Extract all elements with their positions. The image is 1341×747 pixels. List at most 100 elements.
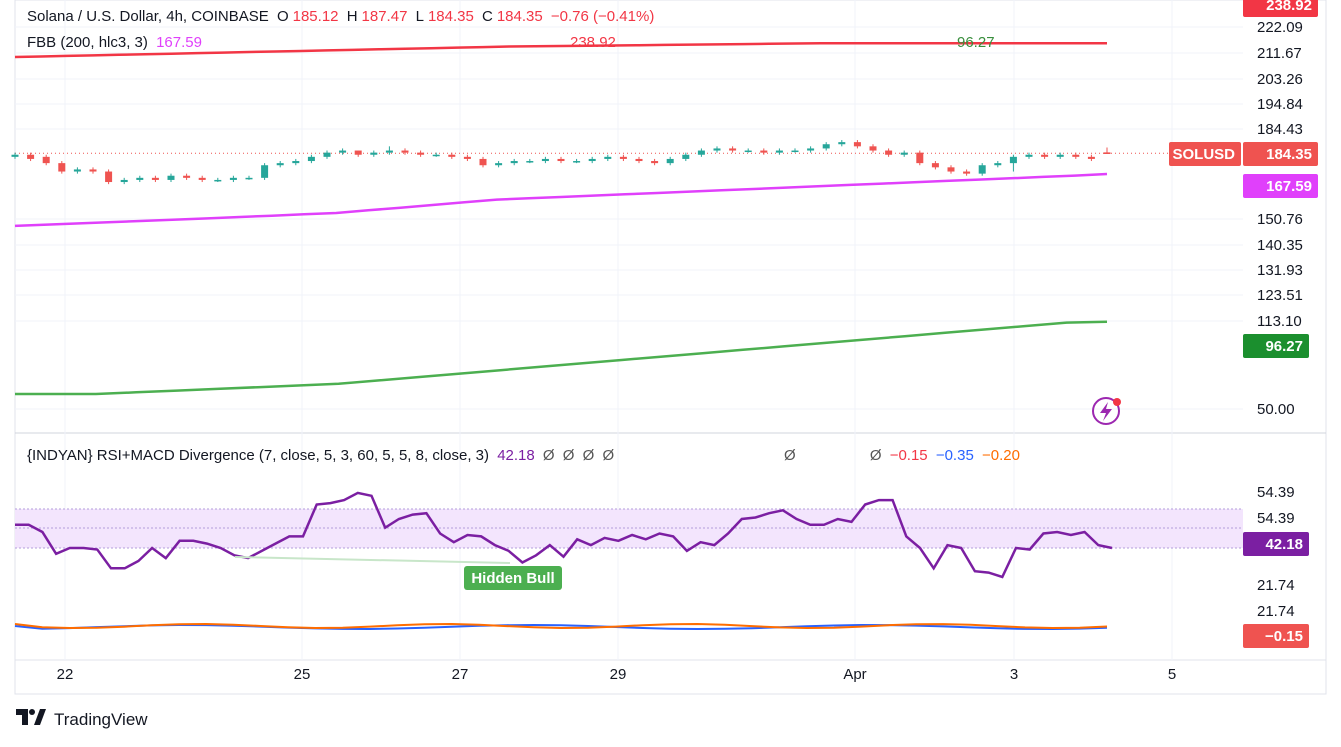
candle-body — [697, 150, 705, 155]
candle-body — [791, 150, 799, 153]
candle-body — [11, 154, 19, 157]
candle-body — [183, 175, 191, 178]
upper-band-tag: 238.92 — [1243, 0, 1318, 17]
candle-body — [323, 152, 331, 157]
candle-body — [1087, 156, 1095, 159]
rsi-tag: 42.18 — [1243, 532, 1309, 556]
signal-line — [14, 622, 1108, 630]
marker: Ø — [562, 447, 575, 464]
time-axis-label: 25 — [294, 666, 311, 683]
signal-value: −0.35 — [935, 447, 974, 464]
candle-body — [978, 165, 986, 174]
symbol-title[interactable]: Solana / U.S. Dollar, 4h, COINBASE — [27, 8, 269, 25]
candle-body — [385, 150, 393, 153]
time-axis-label: 3 — [1010, 666, 1018, 683]
hist-value: −0.20 — [981, 447, 1020, 464]
candle-body — [339, 150, 347, 153]
candle-body — [245, 177, 253, 180]
low-value: 184.35 — [427, 8, 474, 25]
indicator-legend: {INDYAN} RSI+MACD Divergence (7, close, … — [27, 447, 618, 464]
candle-body — [744, 150, 752, 153]
macd-tag-text: −0.15 — [1265, 628, 1303, 645]
chart-frame — [14, 0, 1327, 695]
hidden-bull-label: Hidden Bull — [464, 566, 562, 590]
candle-body — [432, 154, 440, 157]
candle-body — [573, 161, 581, 163]
candle-body — [557, 158, 565, 162]
candle-body — [666, 158, 674, 164]
candle-body — [651, 161, 659, 164]
basis-tag-bg — [1243, 174, 1318, 198]
candle-body — [994, 163, 1002, 166]
rsi-tag-bg — [1243, 532, 1309, 556]
macd-lines — [14, 622, 1108, 631]
price-tags: 238.92 SOLUSD 184.35 167.59 96.27 42.18 −0.15 — [1169, 0, 1318, 648]
candle-body — [541, 158, 549, 162]
price-axis-label: 184.43 — [1257, 121, 1303, 138]
symbol-tag-bg — [1169, 142, 1241, 166]
lower-band-tag: 96.27 — [1243, 334, 1309, 358]
candle-body — [89, 169, 97, 172]
candle-body — [1041, 154, 1049, 157]
price-tag: 184.35 — [1243, 142, 1318, 166]
open-value: 185.12 — [292, 8, 339, 25]
high-value: 187.47 — [361, 8, 408, 25]
candle-body — [198, 177, 206, 180]
candle-body — [151, 177, 159, 180]
grid-lines — [14, 0, 1327, 695]
tradingview-logo-icon — [16, 709, 46, 730]
candle-body — [900, 152, 908, 155]
indicator-label[interactable]: {INDYAN} RSI+MACD Divergence (7, close, … — [27, 447, 490, 464]
candle-body — [931, 163, 939, 168]
tradingview-brand[interactable]: TradingView — [16, 709, 148, 730]
candle-body — [167, 175, 175, 180]
time-axis-label: 22 — [57, 666, 74, 683]
candle-body — [807, 148, 815, 151]
candle-body — [73, 169, 81, 172]
candles — [11, 140, 1111, 185]
candle-body — [417, 152, 425, 155]
time-axis-label: 27 — [452, 666, 469, 683]
time-axis-label: Apr — [843, 666, 866, 683]
fbb-label[interactable]: FBB (200, hlc3, 3) — [27, 34, 148, 51]
candle-body — [1103, 152, 1111, 154]
candle-body — [136, 177, 144, 180]
candle-body — [869, 146, 877, 151]
fbb-legend: FBB (200, hlc3, 3) 167.59 — [27, 34, 206, 51]
candle-body — [1025, 154, 1033, 157]
candle-body — [822, 144, 830, 149]
fbb-value: 167.59 — [156, 34, 202, 51]
candle-body — [292, 161, 300, 164]
candle-body — [729, 148, 737, 151]
macd-value: −0.15 — [889, 447, 928, 464]
candle-body — [510, 161, 518, 164]
macd-tag-bg — [1243, 624, 1309, 648]
price-axis-label: 222.09 — [1257, 19, 1303, 36]
candle-body — [588, 158, 596, 162]
candle-body — [713, 148, 721, 151]
axes: 222.09 211.67 203.26 194.84 184.43 150.76 140.… — [57, 19, 1303, 683]
candle-body — [947, 167, 955, 172]
candle-body — [495, 163, 503, 166]
price-axis-label: 50.00 — [1257, 401, 1295, 418]
symbol-tag: SOLUSD — [1169, 142, 1241, 166]
candle-body — [760, 150, 768, 153]
high-label: H — [346, 8, 358, 25]
candle-body — [838, 142, 846, 145]
divergence-line — [234, 556, 511, 564]
candle-body — [463, 156, 471, 159]
time-axis-label: 5 — [1168, 666, 1176, 683]
candle-body — [105, 171, 113, 183]
candle-body — [916, 152, 924, 164]
candle-body — [619, 156, 627, 159]
fbb-bands — [14, 42, 1243, 396]
candle-body — [261, 165, 269, 178]
candle-body — [479, 158, 487, 166]
lower-band-tag-bg — [1243, 334, 1309, 358]
rsi-axis-label: 54.39 — [1257, 510, 1295, 527]
flash-icon[interactable] — [1092, 397, 1121, 425]
rsi-axis-label: 21.74 — [1257, 603, 1295, 620]
candle-body — [307, 156, 315, 162]
candle-body — [1009, 156, 1017, 164]
